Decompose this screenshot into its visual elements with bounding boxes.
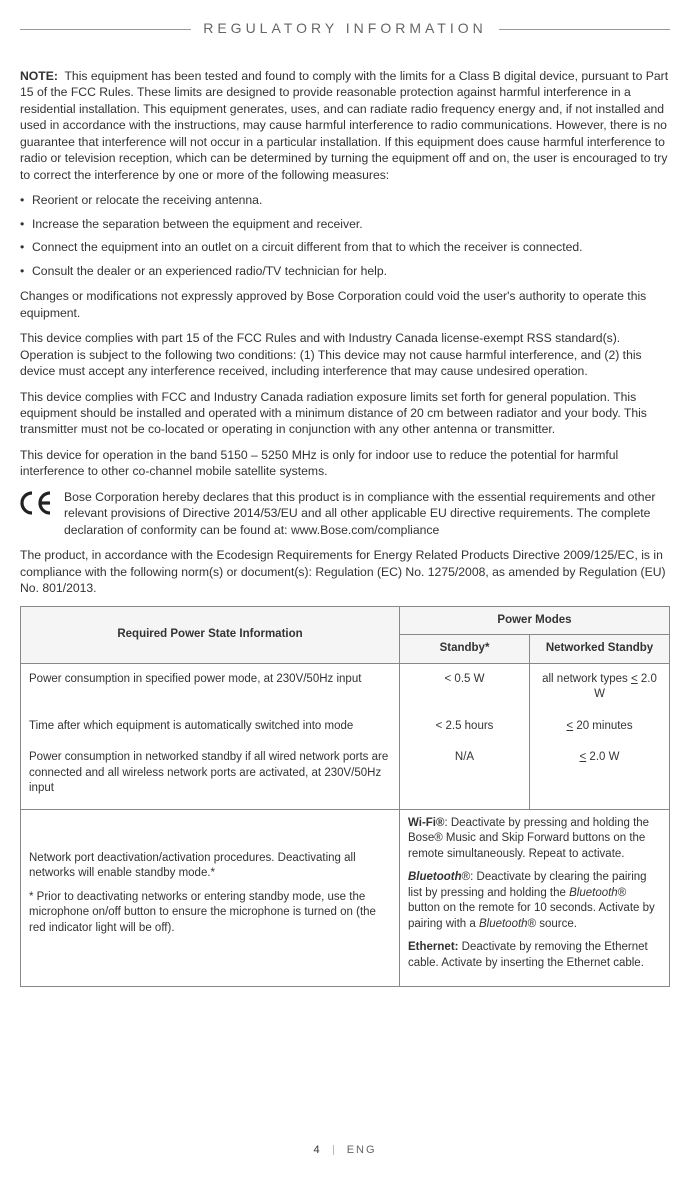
measures-list: Reorient or relocate the receiving anten… — [20, 192, 670, 279]
table-cell: Network port deactivation/activation pro… — [21, 809, 400, 987]
note-label: NOTE: — [20, 69, 58, 83]
footer-divider — [333, 1145, 334, 1155]
table-cell: < 20 minutes — [530, 715, 670, 747]
ce-mark-icon — [20, 491, 54, 515]
table-header: Standby* — [400, 635, 530, 664]
list-item: Consult the dealer or an experienced rad… — [20, 263, 670, 279]
page-number: 4 — [313, 1144, 319, 1156]
list-item: Increase the separation between the equi… — [20, 216, 670, 232]
paragraph: This device for operation in the band 51… — [20, 447, 670, 480]
note-paragraph: NOTE: This equipment has been tested and… — [20, 68, 670, 183]
table-cell: Power consumption in networked standby i… — [21, 746, 400, 809]
table-cell: < 2.5 hours — [400, 715, 530, 747]
table-cell: Power consumption in specified power mod… — [21, 663, 400, 715]
paragraph: This device complies with part 15 of the… — [20, 330, 670, 379]
paragraph: The product, in accordance with the Ecod… — [20, 547, 670, 596]
power-table: Required Power State Information Power M… — [20, 606, 670, 988]
ce-text: Bose Corporation hereby declares that th… — [64, 489, 670, 538]
table-header: Power Modes — [400, 606, 670, 635]
page-title: REGULATORY INFORMATION — [191, 20, 499, 36]
page-header: REGULATORY INFORMATION — [20, 20, 670, 38]
ce-row: Bose Corporation hereby declares that th… — [20, 489, 670, 538]
page-footer: 4 ENG — [0, 1144, 690, 1156]
table-header: Networked Standby — [530, 635, 670, 664]
table-cell: Time after which equipment is automatica… — [21, 715, 400, 747]
paragraph: This device complies with FCC and Indust… — [20, 389, 670, 438]
page-content: NOTE: This equipment has been tested and… — [20, 68, 670, 987]
paragraph: Changes or modifications not expressly a… — [20, 288, 670, 321]
list-item: Connect the equipment into an outlet on … — [20, 239, 670, 255]
table-cell: Wi-Fi®: Deactivate by pressing and holdi… — [400, 809, 670, 987]
table-cell: N/A — [400, 746, 530, 809]
list-item: Reorient or relocate the receiving anten… — [20, 192, 670, 208]
table-header: Required Power State Information — [21, 606, 400, 663]
table-cell: all network types < 2.0 W — [530, 663, 670, 715]
footer-language: ENG — [347, 1144, 377, 1156]
table-cell: < 2.0 W — [530, 746, 670, 809]
table-cell: < 0.5 W — [400, 663, 530, 715]
note-body: This equipment has been tested and found… — [20, 69, 668, 182]
